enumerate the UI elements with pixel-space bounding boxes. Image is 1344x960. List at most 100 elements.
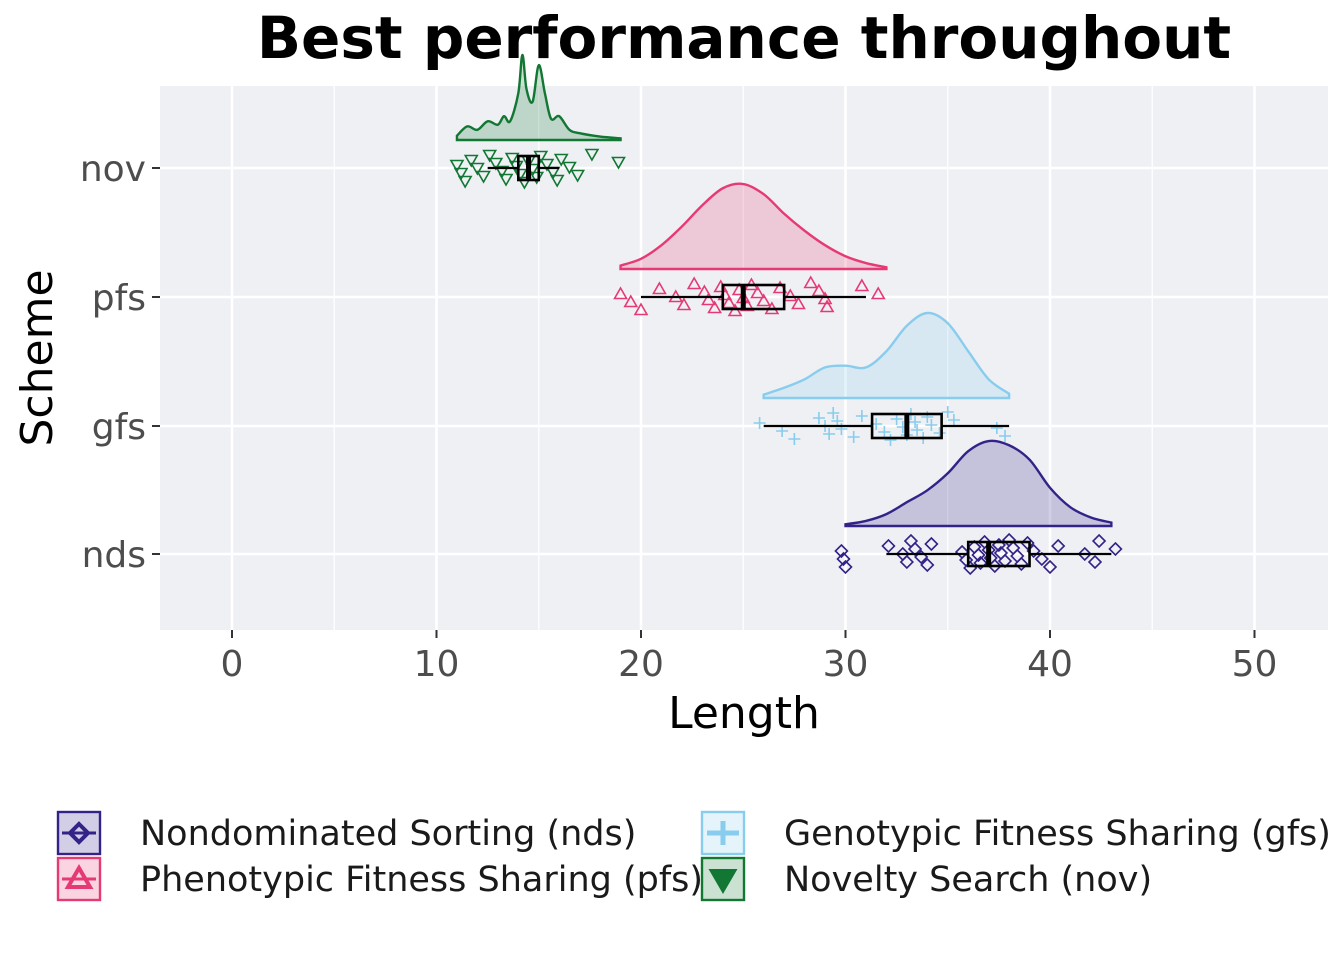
data-point-nov <box>498 173 514 187</box>
grid-lines <box>160 86 1328 630</box>
data-point-pfs <box>701 292 716 306</box>
data-point-pfs <box>782 288 798 302</box>
data-point-gfs <box>823 428 836 440</box>
x-axis: 0 10 20 30 40 50 <box>221 630 1278 685</box>
data-point-pfs <box>854 278 870 292</box>
x-tick-label: 20 <box>618 644 664 685</box>
data-point-gfs <box>788 433 801 445</box>
legend-marker <box>707 821 739 845</box>
density-cloud-nov <box>455 53 622 142</box>
data-point-nds <box>1014 556 1029 572</box>
data-point-nov <box>470 162 485 176</box>
data-point-pfs <box>633 302 649 316</box>
data-point-nov <box>463 154 479 168</box>
data-point-nov <box>504 152 520 166</box>
data-point-gfs <box>855 410 868 422</box>
chart-title: Best performance throughout <box>257 4 1231 72</box>
data-point-nds <box>924 536 939 552</box>
data-point-pfs <box>811 283 827 297</box>
boxplots <box>487 154 1112 568</box>
data-point-nov <box>453 167 469 181</box>
y-axis-title: Scheme <box>12 269 63 446</box>
data-point-pfs <box>870 286 886 300</box>
density-cloud-pfs <box>619 182 888 271</box>
legend-marker <box>708 869 738 894</box>
data-point-nds <box>1034 551 1049 567</box>
data-point-nds <box>1051 538 1066 554</box>
data-point-gfs <box>753 417 766 429</box>
data-point-nov <box>553 153 569 167</box>
data-point-gfs <box>990 422 1003 434</box>
x-tick-label: 0 <box>221 644 244 685</box>
data-point-pfs <box>623 294 639 308</box>
data-point-pfs <box>707 300 722 314</box>
legend: Nondominated Sorting (nds) Genotypic Fitn… <box>56 810 1331 902</box>
legend-label: Nondominated Sorting (nds) <box>140 814 636 854</box>
data-point-gfs <box>812 412 825 424</box>
data-point-nov <box>549 174 565 188</box>
legend-label: Phenotypic Fitness Sharing (pfs) <box>140 860 703 900</box>
legend-label: Novelty Search (nov) <box>784 860 1152 900</box>
data-point-pfs <box>613 286 628 300</box>
legend-item-nov: Novelty Search (nov) <box>700 856 1152 902</box>
x-tick-label: 30 <box>823 644 869 685</box>
density-cloud-gfs <box>762 311 1011 400</box>
data-point-nov <box>611 156 626 170</box>
data-point-nds <box>838 559 853 575</box>
data-point-nov <box>584 148 600 162</box>
data-point-gfs <box>878 426 891 438</box>
data-point-nds <box>1108 541 1123 557</box>
x-tick-label: 40 <box>1027 644 1073 685</box>
data-point-nov <box>482 149 498 163</box>
data-point-pfs <box>756 293 772 307</box>
data-point-nds <box>1042 559 1058 575</box>
data-point-nov <box>539 158 555 172</box>
data-point-nds <box>1091 533 1107 549</box>
data-point-nov <box>457 175 473 189</box>
data-point-pfs <box>676 297 692 311</box>
data-point-gfs <box>947 414 960 426</box>
data-point-pfs <box>791 296 806 310</box>
data-point-nds <box>1077 546 1092 562</box>
box-nds <box>966 540 1031 568</box>
data-point-gfs <box>884 434 897 446</box>
data-point-gfs <box>847 431 860 443</box>
data-point-pfs <box>750 285 765 299</box>
legend-item-nds: Nondominated Sorting (nds) <box>56 810 636 856</box>
y-tick-label: pfs <box>92 278 146 319</box>
x-tick-label: 10 <box>414 644 460 685</box>
data-point-nds <box>1087 554 1103 570</box>
data-point-nds <box>881 538 896 554</box>
data-point-gfs <box>909 416 922 428</box>
data-point-nov <box>488 157 504 171</box>
legend-label: Genotypic Fitness Sharing (gfs) <box>784 814 1331 854</box>
data-point-gfs <box>911 424 924 436</box>
data-point-nds <box>973 555 988 571</box>
y-tick-label: nds <box>82 535 146 576</box>
y-tick-label: gfs <box>92 407 146 448</box>
data-point-nds <box>920 557 935 573</box>
plot-panel <box>160 86 1328 630</box>
y-axis: nov pfs gfs nds <box>80 149 160 576</box>
data-point-nov <box>449 159 465 173</box>
data-point-pfs <box>803 275 819 289</box>
density-clouds <box>455 53 1113 528</box>
density-cloud-nds <box>844 439 1113 528</box>
data-point-pfs <box>652 281 667 295</box>
data-point-nds <box>971 547 986 563</box>
data-point-gfs <box>941 406 954 418</box>
legend-marker <box>67 821 91 845</box>
data-point-nds <box>834 543 849 559</box>
box-pfs <box>721 283 786 311</box>
data-point-nov <box>517 176 532 190</box>
legend-item-gfs: Genotypic Fitness Sharing (gfs) <box>700 810 1331 856</box>
y-tick-label: nov <box>80 149 146 190</box>
data-point-gfs <box>827 407 840 419</box>
data-point-gfs <box>999 430 1012 442</box>
x-tick-label: 50 <box>1232 644 1278 685</box>
data-point-nov <box>476 170 491 184</box>
data-point-nov <box>562 161 577 175</box>
data-point-nov <box>494 165 510 179</box>
data-point-nds <box>836 551 851 567</box>
